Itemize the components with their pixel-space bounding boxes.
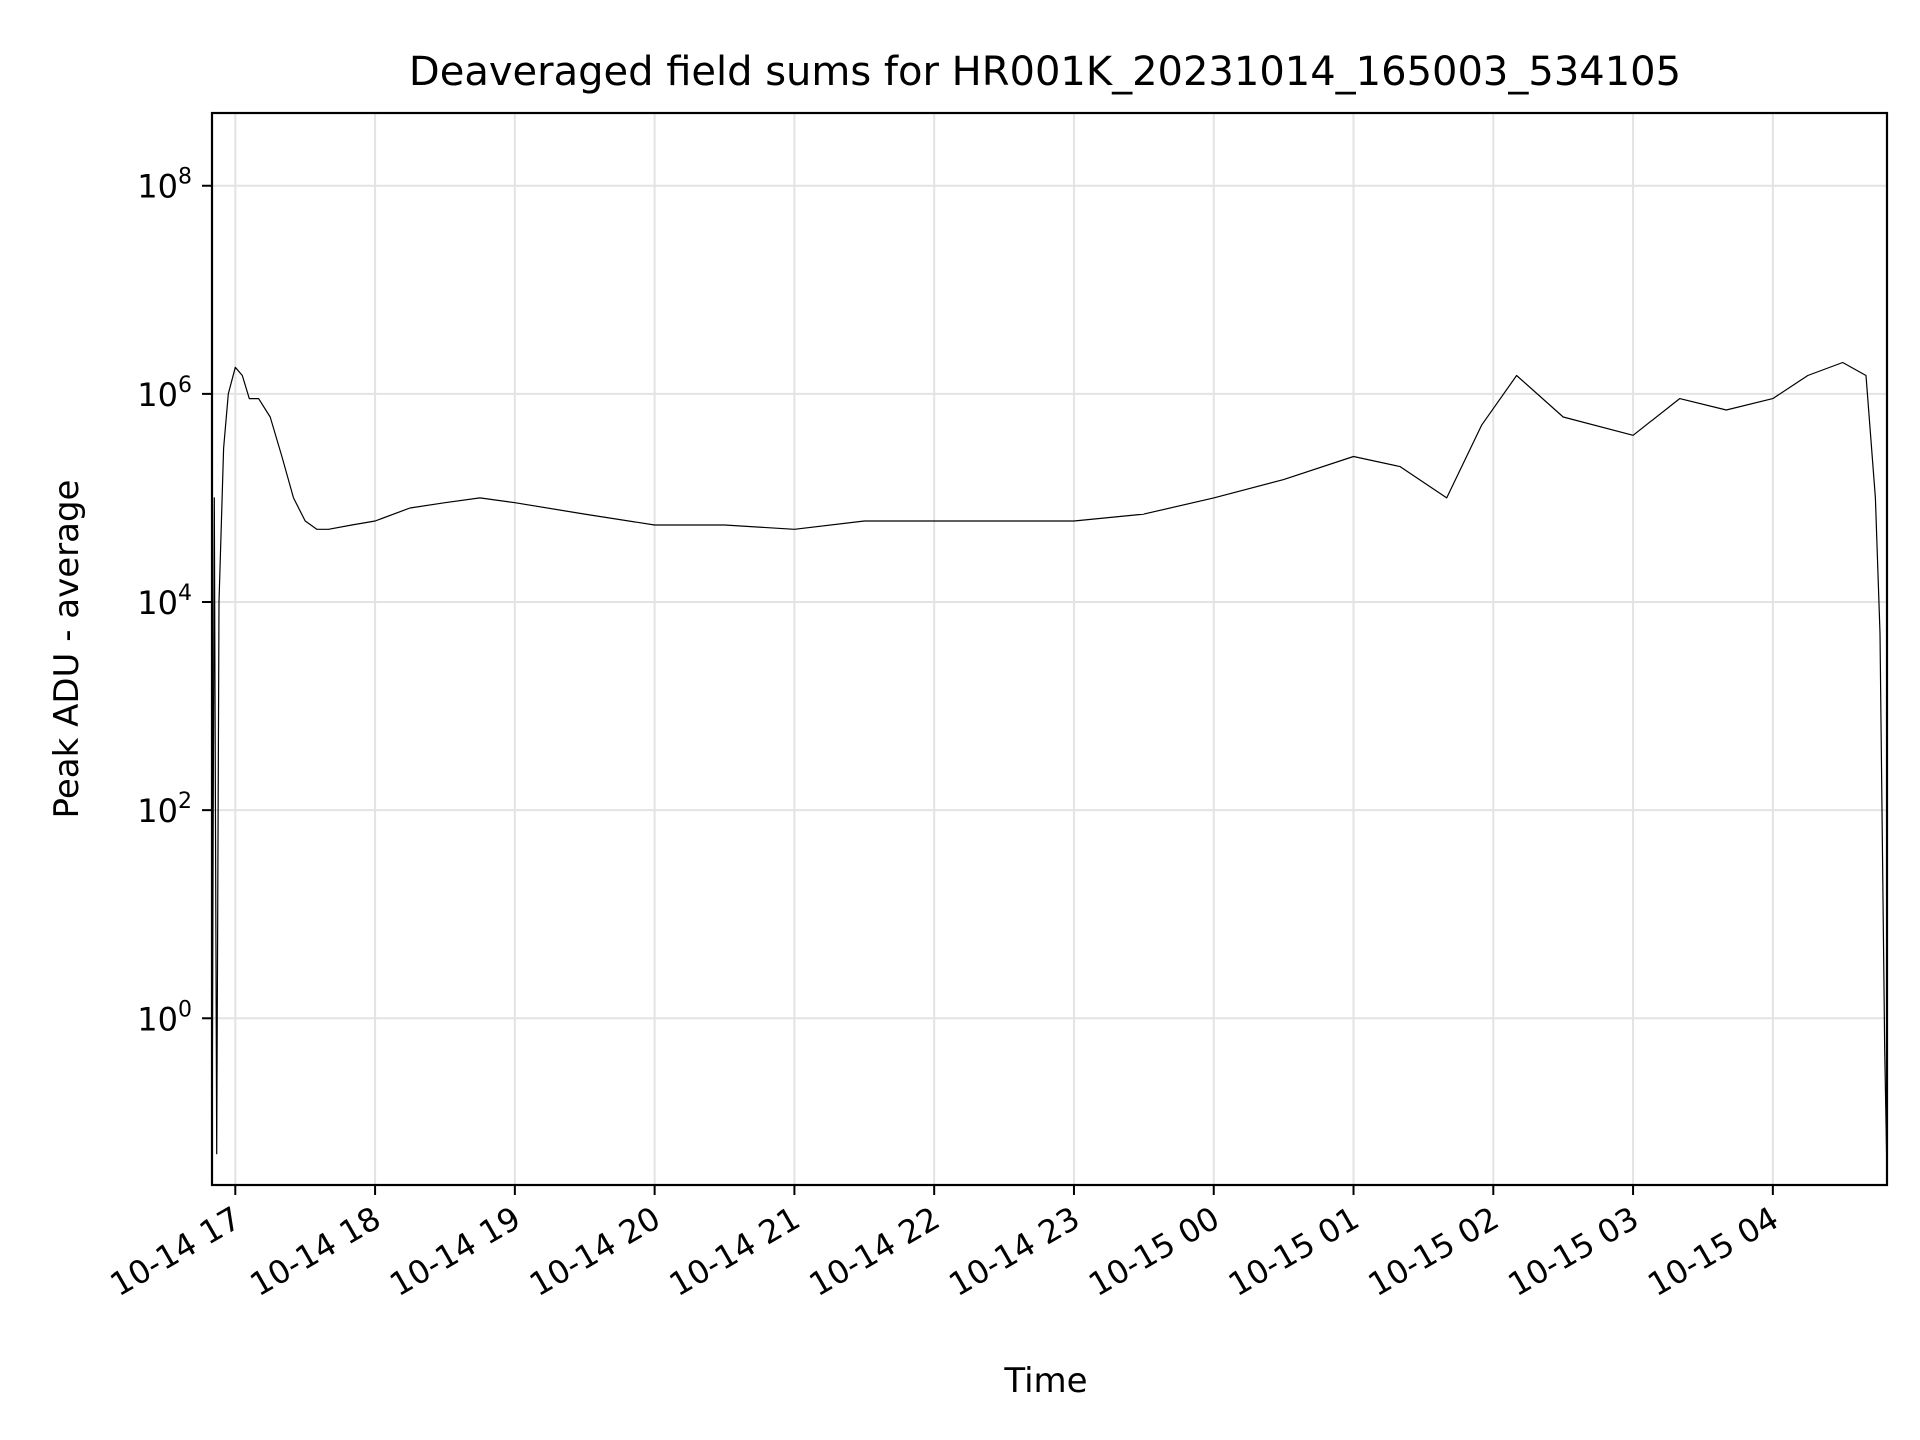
y-tick-exponent: 4 <box>178 581 192 606</box>
y-tick-exponent: 6 <box>178 373 192 398</box>
y-tick-base: 10 <box>137 584 178 622</box>
y-tick-label: 104 <box>137 581 192 622</box>
y-tick-exponent: 0 <box>178 997 192 1022</box>
y-tick-base: 10 <box>137 792 178 830</box>
y-axis-label: Peak ADU - average <box>47 480 87 819</box>
plot-frame <box>210 111 1889 1187</box>
y-tick-label: 100 <box>137 997 192 1038</box>
grid <box>212 113 1887 1185</box>
y-tick-label: 102 <box>137 789 192 830</box>
series-layer <box>211 361 1888 1177</box>
series-line <box>211 361 1888 1177</box>
y-tick-label: 106 <box>137 373 192 414</box>
y-tick-exponent: 2 <box>178 789 192 814</box>
chart-title: Deaveraged field sums for HR001K_2023101… <box>409 49 1681 95</box>
x-axis-label: Time <box>1003 1361 1087 1401</box>
y-tick-base: 10 <box>137 168 178 206</box>
y-tick-base: 10 <box>137 1000 178 1038</box>
y-tick-label: 108 <box>137 165 192 206</box>
y-tick-base: 10 <box>137 376 178 414</box>
y-tick-exponent: 8 <box>178 165 192 190</box>
